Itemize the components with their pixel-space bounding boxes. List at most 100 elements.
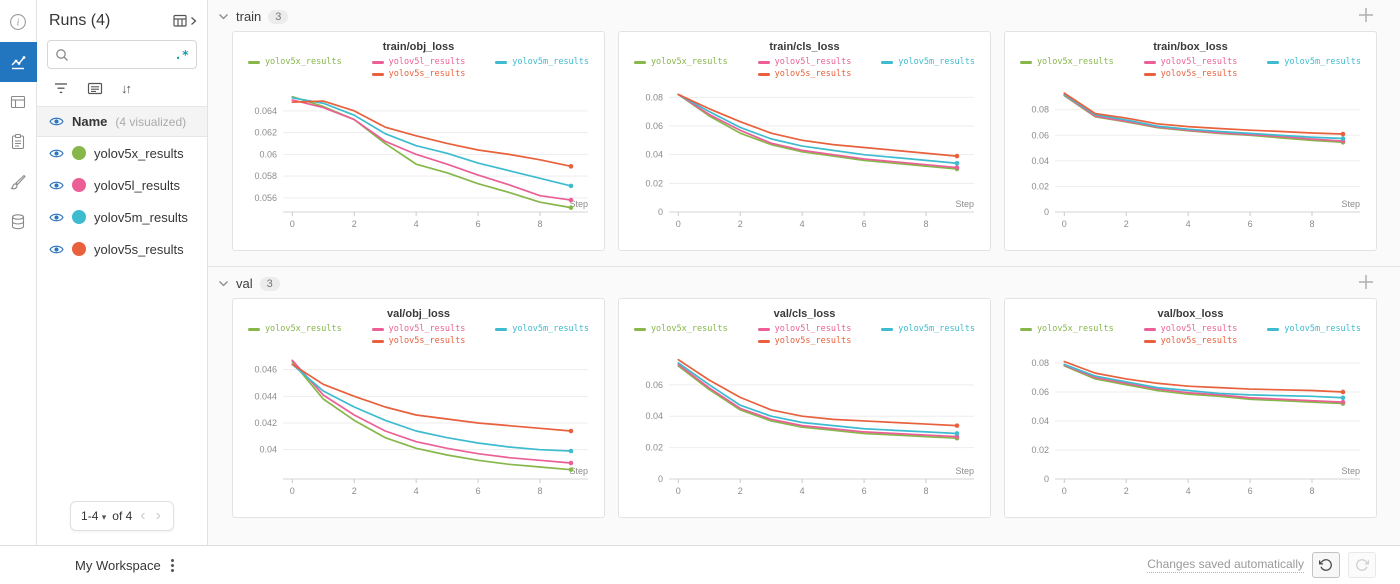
chart-canvas[interactable]: 0 0.02 0.04 0.06 0 2 4 6 8 Step <box>619 347 990 510</box>
chart-panel-val-cls-loss[interactable]: val/cls_loss yolov5x_results yolov5l_resu… <box>618 298 991 518</box>
eye-icon[interactable] <box>49 212 64 223</box>
svg-text:2: 2 <box>1124 219 1129 229</box>
legend-item[interactable]: yolov5x_results <box>633 56 728 68</box>
legend-item[interactable]: yolov5s_results <box>1143 68 1237 80</box>
filter-button[interactable] <box>53 82 69 95</box>
svg-text:8: 8 <box>1309 486 1314 496</box>
svg-text:8: 8 <box>923 486 928 496</box>
undo-button[interactable] <box>1312 552 1340 578</box>
runs-search-input[interactable] <box>74 47 170 62</box>
legend-item[interactable]: yolov5x_results <box>1019 323 1114 335</box>
svg-text:Step: Step <box>1341 466 1360 476</box>
svg-text:0.02: 0.02 <box>645 178 663 188</box>
legend-item[interactable]: yolov5x_results <box>247 323 342 335</box>
run-row-yolov5m[interactable]: yolov5m_results <box>37 201 207 233</box>
chart-canvas[interactable]: 0 0.02 0.04 0.06 0.08 0 2 4 6 8 Step <box>619 80 990 243</box>
legend-label: yolov5x_results <box>650 57 728 67</box>
sort-button[interactable]: ↓↑ <box>121 81 132 96</box>
legend-swatch <box>1143 60 1156 64</box>
section-title[interactable]: train <box>236 9 262 24</box>
chart-panel-train-box-loss[interactable]: train/box_loss yolov5x_results yolov5l_re… <box>1004 31 1377 251</box>
svg-text:4: 4 <box>414 486 419 496</box>
chevron-down-icon[interactable] <box>218 280 229 288</box>
legend-item[interactable]: yolov5m_results <box>495 56 589 68</box>
svg-text:0.056: 0.056 <box>254 193 277 203</box>
svg-text:6: 6 <box>1248 486 1253 496</box>
svg-text:0: 0 <box>290 219 295 229</box>
chart-canvas[interactable]: 0.04 0.042 0.044 0.046 0 2 4 6 8 Step <box>233 347 604 510</box>
legend-item[interactable]: yolov5m_results <box>1267 323 1361 335</box>
prev-page-button[interactable]: ‹ <box>140 507 146 524</box>
legend-item[interactable]: yolov5m_results <box>881 323 975 335</box>
chart-panel-val-obj-loss[interactable]: val/obj_loss yolov5x_results yolov5l_resu… <box>232 298 605 518</box>
run-row-yolov5l[interactable]: yolov5l_results <box>37 169 207 201</box>
chart-legend: yolov5x_results yolov5l_results yolov5m_re… <box>619 323 990 347</box>
svg-text:6: 6 <box>476 219 481 229</box>
chart-canvas[interactable]: 0.056 0.058 0.06 0.062 0.064 0 2 4 6 8 Step <box>233 80 604 243</box>
line-chart-icon <box>11 55 25 69</box>
legend-item[interactable]: yolov5l_results <box>1143 323 1237 335</box>
legend-item[interactable]: yolov5l_results <box>1143 56 1238 68</box>
legend-swatch <box>495 327 508 331</box>
legend-item[interactable]: yolov5l_results <box>757 323 851 335</box>
add-panel-button[interactable] <box>1357 6 1375 29</box>
page-range-dropdown[interactable]: 1-4 ▾ <box>81 509 107 523</box>
chart-title: val/box_loss <box>1157 308 1224 320</box>
chart-canvas[interactable]: 0 0.02 0.04 0.06 0.08 0 2 4 6 8 Step <box>1005 80 1376 243</box>
chart-panel-train-obj-loss[interactable]: train/obj_loss yolov5x_results yolov5l_re… <box>232 31 605 251</box>
rail-item-notes[interactable] <box>0 122 37 162</box>
legend-item[interactable]: yolov5l_results <box>371 56 465 68</box>
next-page-button[interactable]: › <box>155 507 161 524</box>
run-row-yolov5x[interactable]: yolov5x_results <box>37 137 207 169</box>
legend-item[interactable]: yolov5s_results <box>371 68 465 80</box>
legend-item[interactable]: yolov5s_results <box>757 68 851 80</box>
runs-table-toggle[interactable] <box>173 14 197 28</box>
chart-title: train/cls_loss <box>769 41 840 53</box>
chart-legend: yolov5x_results yolov5l_results yolov5m_re… <box>233 323 604 347</box>
legend-item[interactable]: yolov5l_results <box>757 56 851 68</box>
redo-button[interactable] <box>1348 552 1376 578</box>
workspace-name[interactable]: My Workspace <box>75 557 161 573</box>
eye-icon[interactable] <box>49 180 64 191</box>
run-color-dot <box>72 178 86 192</box>
chart-panel-val-box-loss[interactable]: val/box_loss yolov5x_results yolov5l_resu… <box>1004 298 1377 518</box>
runs-name-header[interactable]: Name (4 visualized) <box>37 106 207 137</box>
legend-item[interactable]: yolov5x_results <box>1019 56 1114 68</box>
svg-text:2: 2 <box>738 219 743 229</box>
eye-icon[interactable] <box>49 148 64 159</box>
svg-text:2: 2 <box>352 486 357 496</box>
rail-item-charts[interactable] <box>0 42 37 82</box>
legend-item[interactable]: yolov5s_results <box>371 335 465 347</box>
legend-label: yolov5m_results <box>1284 57 1362 67</box>
section-title[interactable]: val <box>236 276 253 291</box>
regex-toggle[interactable]: .* <box>174 47 189 62</box>
legend-item[interactable]: yolov5s_results <box>757 335 851 347</box>
svg-text:0.02: 0.02 <box>1031 181 1049 191</box>
section-val: val 3 val/obj_loss yolov5x_results yolov5… <box>208 266 1400 533</box>
legend-item[interactable]: yolov5m_results <box>1267 56 1361 68</box>
legend-item[interactable]: yolov5m_results <box>881 56 975 68</box>
run-row-yolov5s[interactable]: yolov5s_results <box>37 233 207 265</box>
chart-canvas[interactable]: 0 0.02 0.04 0.06 0.08 0 2 4 6 8 Step <box>1005 347 1376 510</box>
add-panel-button[interactable] <box>1357 273 1375 296</box>
rail-item-artifacts[interactable] <box>0 202 37 242</box>
svg-text:Step: Step <box>955 466 974 476</box>
legend-item[interactable]: yolov5m_results <box>495 323 589 335</box>
legend-item[interactable]: yolov5x_results <box>247 56 342 68</box>
rail-item-sweeps[interactable] <box>0 162 37 202</box>
chevron-down-icon[interactable] <box>218 13 229 21</box>
eye-icon[interactable] <box>49 244 64 255</box>
legend-label: yolov5l_results <box>1160 57 1238 67</box>
rail-item-panels[interactable] <box>0 82 37 122</box>
workspace-menu-button[interactable] <box>170 558 174 572</box>
legend-item[interactable]: yolov5l_results <box>371 323 465 335</box>
group-button[interactable] <box>87 82 103 95</box>
legend-item[interactable]: yolov5s_results <box>1143 335 1237 347</box>
legend-swatch <box>371 60 384 64</box>
chart-title: train/obj_loss <box>382 41 455 53</box>
plus-icon <box>1359 275 1373 289</box>
chart-title: val/obj_loss <box>387 308 450 320</box>
chart-panel-train-cls-loss[interactable]: train/cls_loss yolov5x_results yolov5l_re… <box>618 31 991 251</box>
legend-item[interactable]: yolov5x_results <box>633 323 728 335</box>
rail-item-info[interactable]: i <box>0 2 37 42</box>
